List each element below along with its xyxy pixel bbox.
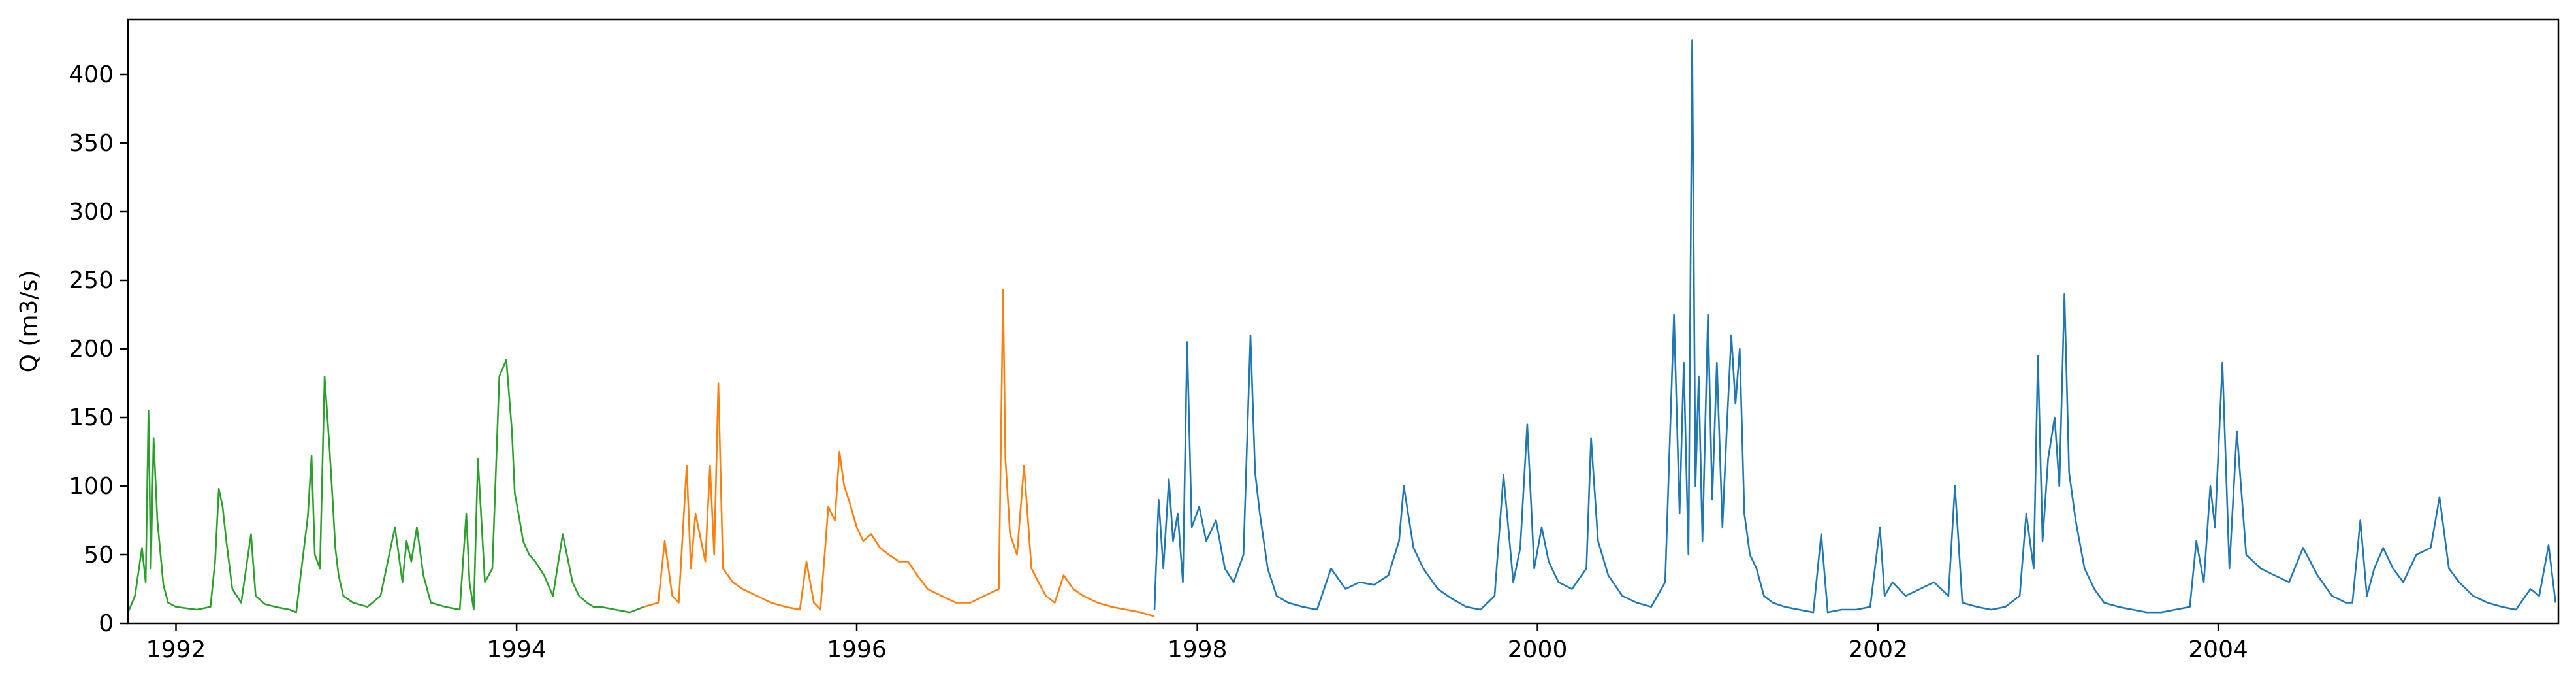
series-layer: [127, 39, 2556, 617]
y-tick-label: 50: [84, 542, 114, 568]
series-line-2: [643, 289, 1155, 617]
x-tick-label: 1994: [486, 636, 547, 663]
y-tick-label: 300: [69, 199, 114, 225]
x-tick-label: 2002: [1848, 636, 1908, 663]
x-tick-label: 1996: [827, 636, 887, 663]
y-tick-label: 350: [69, 130, 114, 157]
plot-frame: [127, 18, 2560, 625]
y-tick-label: 250: [69, 267, 114, 294]
x-tick-label: 2000: [1508, 636, 1568, 663]
series-line-3: [1153, 39, 2556, 614]
x-tick-label: 2004: [2188, 636, 2248, 663]
y-tick-label: 200: [69, 336, 114, 363]
y-tick-label: 100: [69, 473, 114, 500]
y-tick-label: 400: [69, 61, 114, 88]
y-tick-label: 0: [99, 610, 114, 637]
y-tick-label: 150: [69, 404, 114, 431]
x-tick-label: 1998: [1168, 636, 1228, 663]
axis-layer: 0 50 100 150 200 250 300 350 400 1992 1994 1996 1998…: [69, 61, 2248, 663]
series-line-1: [127, 359, 644, 614]
y-axis-label: Q (m3/s): [16, 270, 42, 373]
x-tick-label: 1992: [146, 636, 206, 663]
